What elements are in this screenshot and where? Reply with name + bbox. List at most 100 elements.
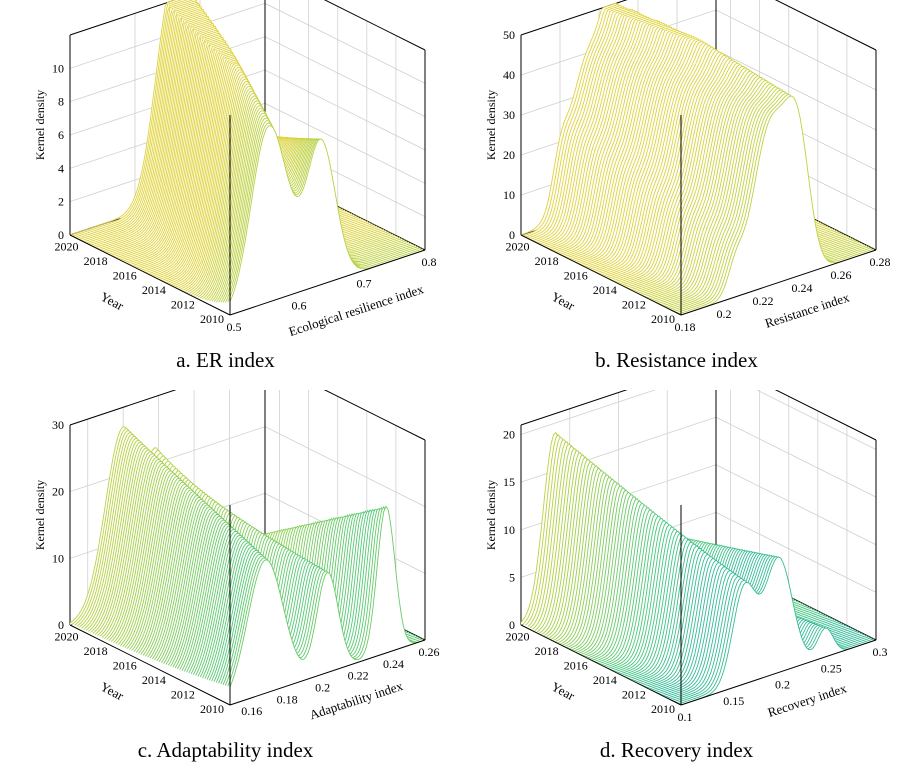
x-tick-label: 0.18 bbox=[675, 320, 696, 334]
x-tick-label: 0.24 bbox=[792, 281, 813, 295]
surface bbox=[520, 2, 877, 316]
axis-edge bbox=[323, 390, 426, 441]
z-tick-label: 50 bbox=[503, 28, 515, 42]
x-axis-title: Resistance index bbox=[763, 289, 852, 331]
x-tick-label: 0.7 bbox=[357, 277, 372, 291]
year-axis-title: Year bbox=[98, 679, 127, 704]
surface-line bbox=[229, 505, 426, 688]
x-tick-label: 0.15 bbox=[723, 694, 744, 708]
x-tick-label: 0.26 bbox=[831, 268, 852, 282]
z-tick-label: 30 bbox=[503, 108, 515, 122]
surface-line bbox=[671, 89, 868, 311]
surface-line bbox=[204, 98, 401, 300]
axis-edge-front bbox=[520, 624, 682, 706]
x-tick-label: 0.3 bbox=[873, 645, 888, 659]
year-tick-label: 2020 bbox=[506, 239, 530, 253]
axis-edge bbox=[520, 0, 628, 36]
z-tick-label: 15 bbox=[503, 475, 515, 489]
surface-plot-recovery: 0.10.150.20.250.320102012201420162018202… bbox=[484, 390, 888, 724]
year-axis-title: Year bbox=[549, 289, 578, 314]
year-axis-title: Year bbox=[549, 679, 578, 704]
year-tick-label: 2016 bbox=[564, 658, 588, 672]
year-tick-label: 2020 bbox=[506, 629, 530, 643]
gridline-z bbox=[520, 390, 877, 450]
surface-line bbox=[664, 84, 861, 308]
x-tick-label: 0.2 bbox=[775, 678, 790, 692]
surface-plot-adaptability: 0.160.180.20.220.240.2620102012201420162… bbox=[33, 390, 440, 722]
year-tick-label: 2018 bbox=[535, 644, 559, 658]
chart-panel-adaptability: 0.16 0.18 0.2 0.22 0.24 0.26 2010 2012 2014 2016 2… bbox=[0, 390, 451, 730]
year-tick-label: 2012 bbox=[622, 297, 646, 311]
x-tick-label: 0.1 bbox=[678, 710, 693, 724]
caption-er: a. ER index bbox=[176, 348, 275, 372]
z-tick-label: 20 bbox=[503, 428, 515, 442]
x-tick-label: 0.18 bbox=[277, 692, 298, 706]
chart-panel-er: 0.5 0.6 0.7 0.8 2010 2012 2014 2016 2018 2020 0 2 4 6… bbox=[0, 0, 451, 340]
z-tick-label: 10 bbox=[52, 61, 64, 75]
surface-line bbox=[678, 94, 874, 315]
z-tick-label: 0 bbox=[58, 228, 64, 242]
x-tick-label: 0.26 bbox=[419, 645, 440, 659]
surface-slice-fill bbox=[230, 125, 425, 315]
axis-edge-front bbox=[229, 249, 426, 316]
surface-line bbox=[676, 92, 872, 314]
year-tick-label: 2010 bbox=[651, 702, 675, 716]
z-tick-label: 20 bbox=[503, 148, 515, 162]
z-tick-label: 6 bbox=[58, 128, 64, 142]
year-tick-label: 2014 bbox=[593, 283, 617, 297]
year-tick-label: 2014 bbox=[142, 283, 166, 297]
x-tick-label: 0.22 bbox=[753, 294, 774, 308]
tick-labels: 0.160.180.20.220.240.2620102012201420162… bbox=[52, 418, 440, 718]
z-tick-label: 0 bbox=[509, 618, 515, 632]
year-tick-label: 2018 bbox=[84, 254, 108, 268]
axis-edge-front bbox=[229, 639, 426, 706]
surface bbox=[69, 426, 426, 705]
year-axis-title: Year bbox=[98, 289, 127, 314]
gridline-z bbox=[69, 2, 426, 84]
year-tick-label: 2016 bbox=[564, 268, 588, 282]
surface-line bbox=[206, 100, 403, 301]
surface-plot-resistance: 0.180.20.220.240.260.2820102012201420162… bbox=[484, 0, 891, 334]
year-tick-label: 2010 bbox=[651, 312, 675, 326]
surface-line bbox=[660, 81, 856, 306]
x-tick-label: 0.2 bbox=[717, 307, 732, 321]
z-tick-label: 8 bbox=[58, 95, 64, 109]
surface-line bbox=[193, 85, 389, 296]
caption-recovery: d. Recovery index bbox=[599, 738, 754, 762]
axis-edge-front bbox=[69, 624, 231, 706]
z-tick-label: 2 bbox=[58, 195, 64, 209]
axis-edge bbox=[774, 390, 877, 441]
z-axis-title: Kernel density bbox=[484, 90, 498, 160]
year-tick-label: 2020 bbox=[55, 239, 79, 253]
surface-line bbox=[202, 95, 398, 300]
x-tick-label: 0.5 bbox=[227, 320, 242, 334]
surface-slice-fill bbox=[230, 506, 425, 705]
year-tick-label: 2012 bbox=[171, 297, 195, 311]
tick-labels: 0.180.20.220.240.260.2820102012201420162… bbox=[503, 28, 891, 334]
z-tick-label: 10 bbox=[52, 551, 64, 565]
year-tick-label: 2014 bbox=[142, 673, 166, 687]
year-tick-label: 2018 bbox=[84, 644, 108, 658]
year-tick-label: 2012 bbox=[171, 687, 195, 701]
z-axis-title: Kernel density bbox=[33, 480, 47, 550]
surface-line bbox=[209, 102, 405, 302]
year-tick-label: 2016 bbox=[113, 268, 137, 282]
surface-line bbox=[662, 83, 858, 307]
z-axis-title: Kernel density bbox=[33, 90, 47, 160]
year-tick-label: 2020 bbox=[55, 629, 79, 643]
surface-slice-fill bbox=[681, 556, 876, 705]
axis-edge-front bbox=[680, 249, 877, 316]
surface-line bbox=[680, 556, 877, 706]
year-tick-label: 2012 bbox=[622, 687, 646, 701]
z-tick-label: 4 bbox=[58, 161, 64, 175]
x-tick-label: 0.16 bbox=[241, 704, 262, 718]
z-tick-label: 10 bbox=[503, 188, 515, 202]
x-tick-label: 0.22 bbox=[348, 669, 369, 683]
x-tick-label: 0.24 bbox=[383, 657, 404, 671]
axis-edge bbox=[520, 390, 628, 426]
x-tick-label: 0.6 bbox=[292, 298, 307, 312]
year-tick-label: 2014 bbox=[593, 673, 617, 687]
z-tick-label: 30 bbox=[52, 418, 64, 432]
surface-line bbox=[211, 105, 407, 302]
z-tick-label: 20 bbox=[52, 485, 64, 499]
